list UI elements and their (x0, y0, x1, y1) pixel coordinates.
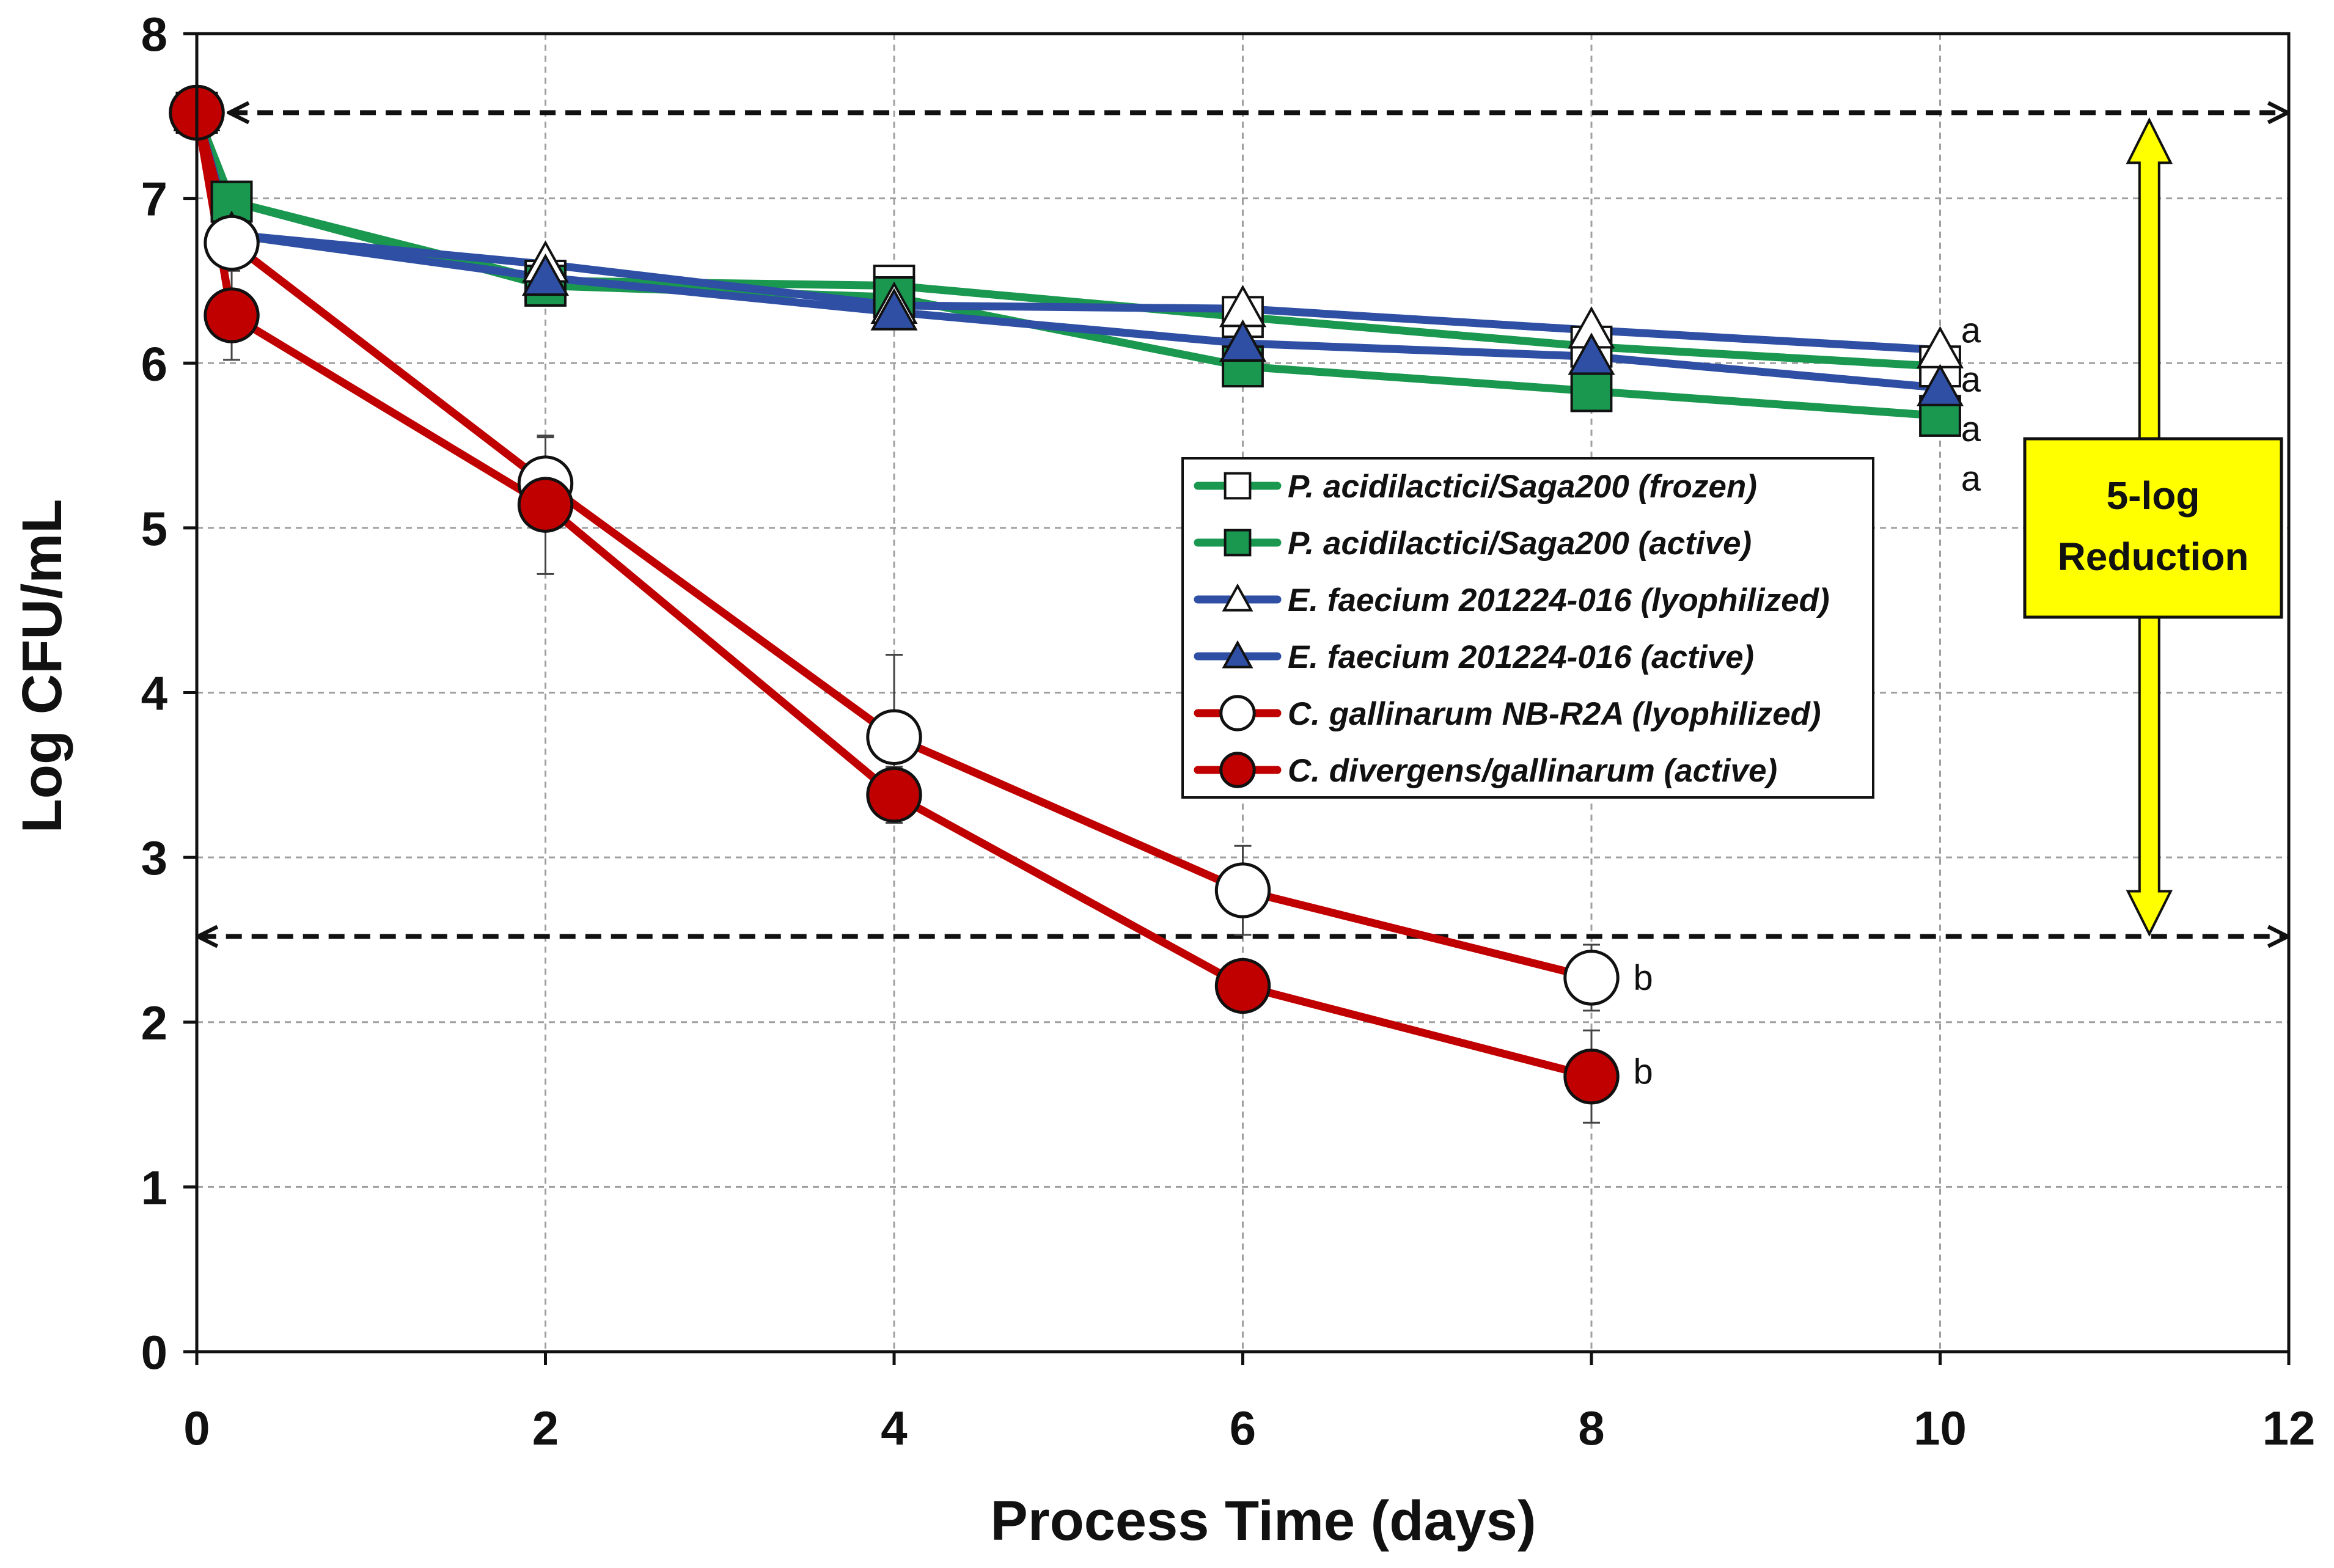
legend: P. acidilactici/Saga200 (frozen) P. acidi… (1181, 457, 1874, 799)
x-tick-label: 8 (1578, 1401, 1604, 1455)
significance-letter: a (1961, 459, 1981, 499)
significance-letter: a (1961, 409, 1981, 449)
legend-box (1181, 457, 1874, 799)
x-tick-label: 2 (532, 1401, 559, 1455)
data-point (1570, 370, 1613, 412)
series-line (193, 108, 1596, 1081)
legend-marker (1224, 472, 1252, 500)
legend-label: P. acidilactici/Saga200 (active) (1288, 526, 1752, 562)
data-point (870, 288, 918, 331)
legend-marker (1224, 529, 1252, 557)
data-point (204, 214, 260, 271)
y-tick-label: 8 (141, 7, 167, 61)
x-tick-label: 4 (881, 1401, 907, 1455)
data-point (866, 709, 922, 765)
x-tick-label: 12 (2262, 1401, 2316, 1455)
reduction-box (2023, 437, 2283, 619)
y-tick-label: 5 (141, 502, 167, 555)
significance-letter: b (1633, 958, 1653, 998)
data-point (1214, 862, 1271, 918)
legend-marker (1222, 583, 1253, 612)
reduction-callout: 5-log Reduction (2023, 117, 2283, 937)
data-point (1219, 319, 1266, 362)
legend-marker (1219, 695, 1256, 731)
data-point (1214, 958, 1271, 1014)
data-point (1568, 332, 1615, 375)
x-tick-label: 10 (1914, 1401, 1967, 1455)
legend-label: E. faecium 201224-016 (lyophilized) (1288, 582, 1830, 618)
reduction-label-line2: Reduction (2058, 535, 2249, 579)
legend-label: C. divergens/gallinarum (active) (1288, 753, 1777, 789)
legend-marker (1219, 752, 1256, 788)
data-point (517, 477, 574, 533)
data-point (1917, 364, 1964, 406)
y-tick-label: 4 (141, 667, 167, 720)
data-point (1563, 1049, 1620, 1105)
y-tick-label: 3 (141, 831, 167, 885)
y-tick-label: 7 (141, 172, 167, 226)
legend-label: E. faecium 201224-016 (active) (1288, 639, 1754, 675)
y-tick-label: 0 (141, 1325, 167, 1379)
data-point (1563, 950, 1620, 1006)
y-tick-label: 2 (141, 996, 167, 1050)
legend-label: C. gallinarum NB-R2A (lyophilized) (1288, 696, 1821, 732)
data-point (866, 766, 922, 823)
data-point (204, 287, 260, 343)
x-axis-title: Process Time (days) (990, 1490, 1536, 1552)
significance-letter: a (1961, 310, 1981, 350)
x-tick-label: 0 (183, 1401, 210, 1455)
x-tick-label: 6 (1230, 1401, 1256, 1455)
significance-letter: b (1633, 1052, 1653, 1092)
y-tick-label: 6 (141, 337, 167, 390)
reduction-label-line1: 5-log (2107, 474, 2200, 518)
y-tick-label: 1 (141, 1160, 167, 1214)
y-axis-title: Log CFU/mL (11, 499, 73, 833)
reference-lines (200, 112, 2286, 936)
legend-marker (1222, 640, 1253, 669)
significance-letter: a (1961, 360, 1981, 400)
legend-label: P. acidilactici/Saga200 (frozen) (1288, 469, 1757, 505)
data-point (522, 253, 569, 296)
